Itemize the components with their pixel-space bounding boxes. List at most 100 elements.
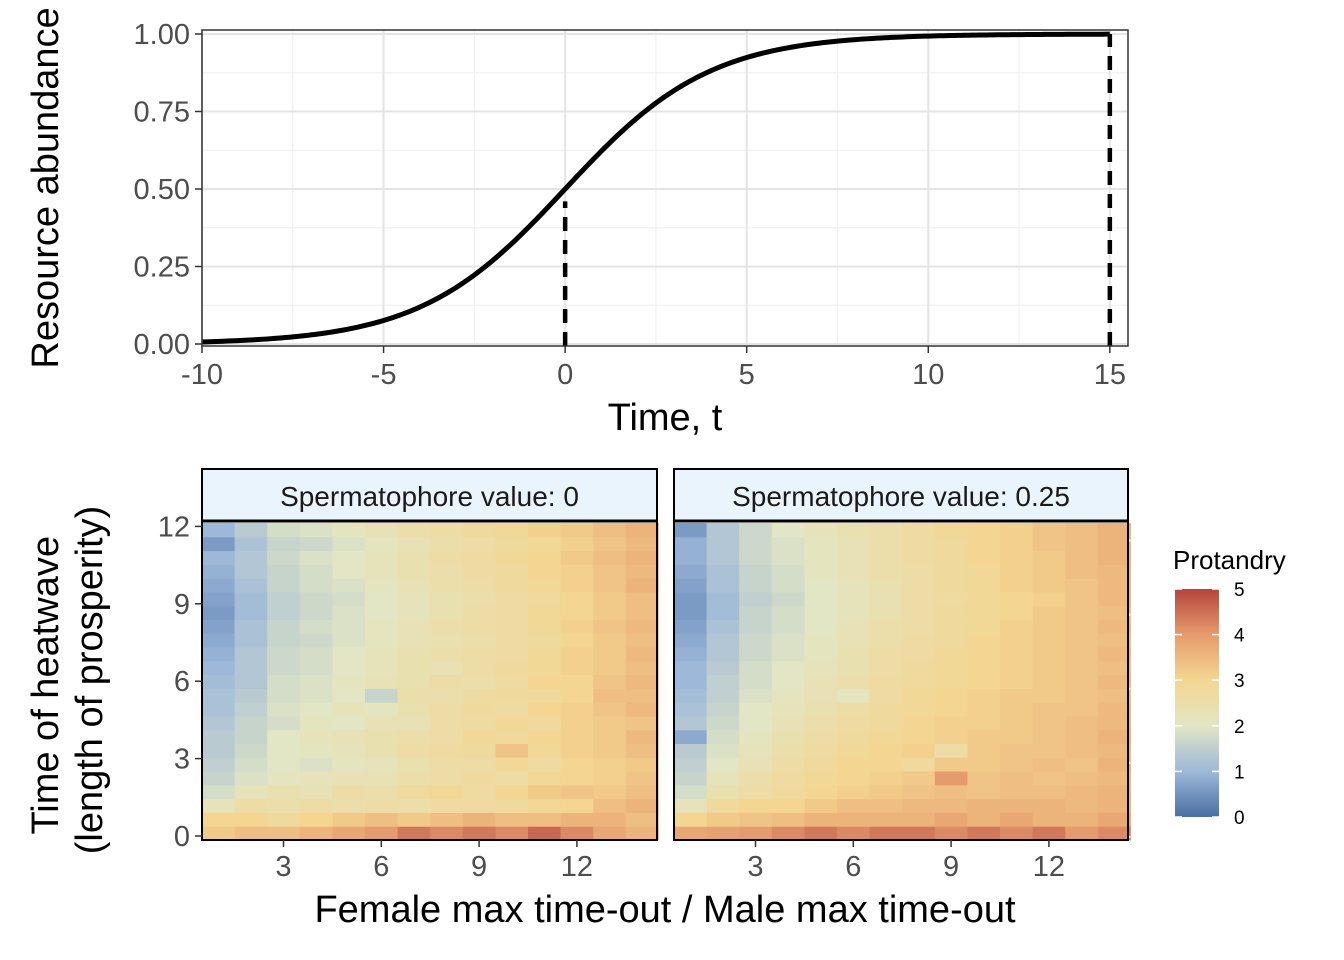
heatmap-cell (299, 702, 333, 717)
heatmap-cell (1065, 771, 1099, 786)
heatmap-cell (837, 674, 871, 689)
heatmap-cell (625, 660, 659, 676)
heatmap-cell (771, 729, 805, 745)
heatmap-cell (593, 798, 627, 813)
heatmap-cell (869, 674, 903, 689)
heatmap-cell (625, 591, 659, 607)
heatmap-cell (299, 688, 333, 703)
heatmap-cell (332, 523, 366, 538)
heatmap-cell (430, 826, 464, 841)
heatmap-cell (593, 771, 627, 786)
heatmap-cell (593, 578, 627, 593)
heatmap-cell (560, 688, 594, 703)
heatmap-cell (739, 729, 773, 745)
heatmap-cell (202, 702, 236, 717)
heatmap-cell (593, 812, 627, 827)
heatmap-cell (934, 771, 968, 786)
heatmap-cell (495, 757, 529, 772)
heatmap-cell (1065, 688, 1099, 703)
heatmap-cell (869, 743, 903, 758)
heatmap-cell (495, 688, 529, 703)
heatmap-cell (674, 826, 708, 841)
heatmap-cell (462, 729, 496, 745)
heatmap-x-tick-label: 9 (943, 851, 959, 883)
heatmap-cell (837, 619, 871, 634)
heatmap-cell (934, 591, 968, 607)
heatmap-cell (706, 536, 740, 552)
heatmap-cell (1032, 784, 1066, 800)
heatmap-cell (397, 523, 431, 538)
heatmap-cell (869, 757, 903, 772)
heatmap-cell (706, 550, 740, 565)
heatmap-cell (299, 591, 333, 607)
heatmap-cell (674, 605, 708, 620)
heatmap-cell (706, 743, 740, 758)
heatmap-cell (967, 605, 1001, 620)
heatmap-cell (234, 715, 268, 731)
heatmap-cell (902, 715, 936, 731)
heatmap-cell (430, 536, 464, 552)
heatmap-cell (495, 729, 529, 745)
heatmap-cell (462, 523, 496, 538)
heatmap-cell (495, 660, 529, 676)
heatmap-y-axis-title: Time of heatwave (length of prosperity) (25, 506, 111, 855)
heatmap-cell (739, 550, 773, 565)
heatmap-cell (739, 702, 773, 717)
heatmap-cell (430, 702, 464, 717)
heatmap-cell (528, 715, 562, 731)
heatmap-cell (902, 798, 936, 813)
heatmap-cell (837, 564, 871, 579)
heatmap-cell (1000, 771, 1034, 786)
heatmap-cell (739, 784, 773, 800)
heatmap-cell (902, 674, 936, 689)
heatmap-cell (934, 757, 968, 772)
heatmap-cell (706, 660, 740, 676)
heatmap-cell (462, 591, 496, 607)
heatmap-cell (593, 826, 627, 841)
heatmap-y-tick-label: 12 (158, 511, 190, 543)
heatmap-cell (625, 633, 659, 648)
heatmap-cell (299, 812, 333, 827)
heatmap-cell (967, 564, 1001, 579)
heatmap-cell (804, 674, 838, 689)
heatmap-cell (902, 660, 936, 676)
heatmap-cell (771, 619, 805, 634)
heatmap-cell (1032, 702, 1066, 717)
heatmap-cell (967, 826, 1001, 841)
heatmap-cell (462, 550, 496, 565)
heatmap-cell (674, 619, 708, 634)
heatmap-cell (267, 798, 301, 813)
heatmap-cell (202, 550, 236, 565)
heatmap-cell (397, 591, 431, 607)
heatmap-cell (837, 523, 871, 538)
heatmap-cell (967, 660, 1001, 676)
heatmap-y-tick-label: 9 (174, 589, 190, 621)
heatmap-cell (462, 647, 496, 662)
heatmap-cell (495, 702, 529, 717)
heatmap-cell (528, 536, 562, 552)
heatmap-cell (593, 647, 627, 662)
heatmap-cell (593, 757, 627, 772)
heatmap-cell (869, 688, 903, 703)
heatmap-cell (934, 826, 968, 841)
heatmap-cell (430, 784, 464, 800)
heatmap-cell (739, 619, 773, 634)
heatmap-cell (1032, 743, 1066, 758)
heatmap-cell (560, 633, 594, 648)
heatmap-cell (299, 550, 333, 565)
line-x-tick-label: 0 (557, 359, 573, 391)
heatmap-cell (1097, 591, 1131, 607)
heatmap-cell (365, 757, 399, 772)
heatmap-cell (804, 702, 838, 717)
heatmap-cell (495, 784, 529, 800)
heatmap-cell (804, 826, 838, 841)
heatmap-cell (625, 647, 659, 662)
heatmap-cell (1065, 591, 1099, 607)
heatmap-cell (430, 757, 464, 772)
heatmap-cell (674, 702, 708, 717)
heatmap-cell (560, 784, 594, 800)
heatmap-cell (495, 771, 529, 786)
heatmap-cell (771, 715, 805, 731)
heatmap-cell (967, 702, 1001, 717)
heatmap-x-tick-label: 6 (373, 851, 389, 883)
